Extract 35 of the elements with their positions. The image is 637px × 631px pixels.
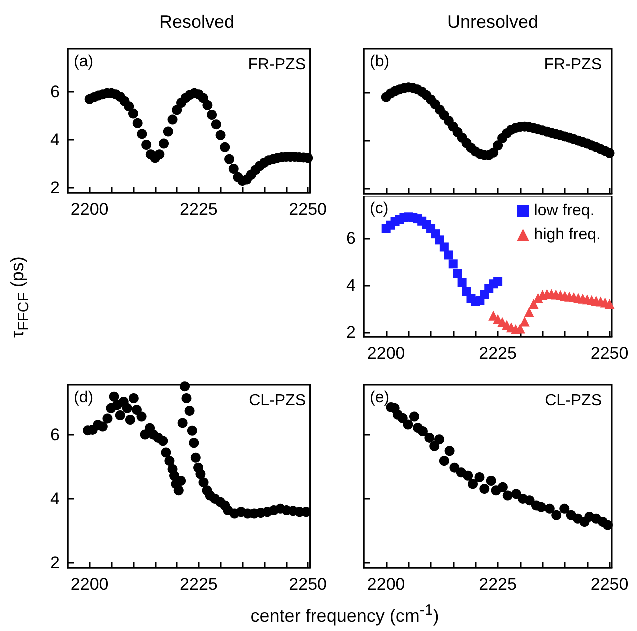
x-tick-label: 2225	[479, 344, 517, 363]
x-tick-label: 2250	[590, 344, 629, 363]
y-tick-label: 6	[346, 228, 356, 248]
y-tick-label: 6	[50, 82, 60, 102]
y-tick-label: 4	[50, 130, 60, 150]
annotation: CL-PZS	[249, 392, 306, 410]
chart-title: Resolved	[159, 12, 235, 32]
x-tick-label: 2200	[70, 575, 109, 594]
annotation: CL-PZS	[545, 392, 602, 410]
y-tick-label: 4	[50, 489, 60, 508]
y-tick-label: 2	[50, 554, 60, 573]
annotation: (d)	[74, 390, 94, 406]
annotation: FR-PZS	[248, 56, 306, 74]
annotation: (a)	[74, 54, 94, 70]
x-tick-label: 2225	[180, 200, 218, 219]
y-tick-label: 2	[346, 322, 356, 342]
y-tick-label: 4	[346, 276, 356, 295]
x-tick-label: 2225	[180, 575, 218, 594]
x-tick-label: 2250	[289, 575, 328, 594]
chart-title: Unresolved	[447, 12, 539, 32]
x-tick-label: 2200	[70, 200, 109, 219]
y-tick-label: 6	[50, 425, 60, 444]
legend-label: low freq.	[534, 202, 595, 220]
x-tick-label: 2200	[367, 575, 406, 594]
x-tick-label: 2250	[590, 575, 629, 594]
annotation: (c)	[370, 200, 389, 218]
annotation: (e)	[370, 390, 390, 406]
x-tick-label: 2200	[367, 344, 406, 363]
x-tick-label: 2250	[289, 200, 328, 219]
annotation: FR-PZS	[544, 56, 602, 74]
x-tick-label: 2225	[479, 575, 517, 594]
y-tick-label: 2	[50, 178, 60, 198]
annotation: (b)	[370, 54, 390, 70]
x-axis-title: center frequency (cm$^{-1}$)	[250, 602, 440, 627]
legend-label: high freq.	[534, 226, 602, 244]
